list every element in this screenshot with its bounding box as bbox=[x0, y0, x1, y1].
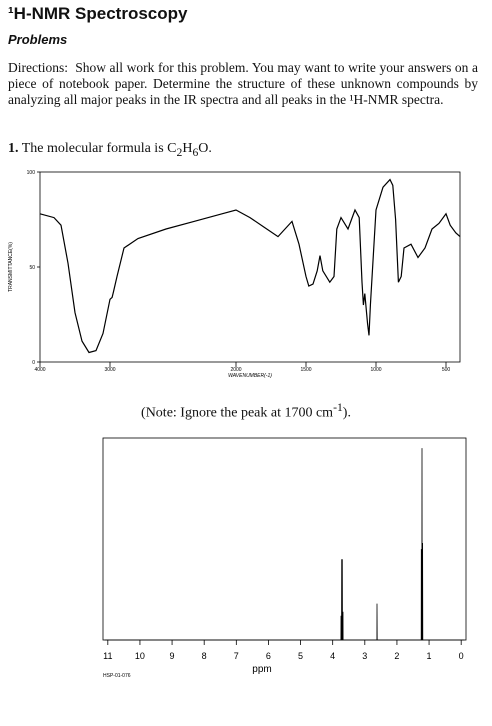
note-text: (Note: Ignore the peak at 1700 cm bbox=[141, 405, 334, 421]
formula: C2H6O. bbox=[167, 141, 212, 159]
formula-part: O. bbox=[198, 141, 212, 156]
x-tick-label: 2000 bbox=[230, 367, 241, 373]
x-axis-label: WAVENUMBER(-1) bbox=[228, 373, 272, 379]
x-tick-label: 500 bbox=[442, 367, 451, 373]
x-tick-label: 4 bbox=[330, 651, 335, 661]
x-axis-label: ppm bbox=[252, 664, 271, 675]
x-tick-label: 3000 bbox=[104, 367, 115, 373]
x-tick-label: 10 bbox=[135, 651, 145, 661]
plot-frame bbox=[102, 437, 467, 641]
y-tick-label: 0 bbox=[32, 360, 35, 366]
x-tick-label: 4000 bbox=[34, 367, 45, 373]
problem: 1. The molecular formula is C2H6O. bbox=[8, 141, 212, 159]
x-tick-label: 1000 bbox=[370, 367, 381, 373]
formula-part: C bbox=[167, 141, 177, 156]
formula-part: 2 bbox=[176, 145, 183, 159]
x-tick-label: 1500 bbox=[300, 367, 311, 373]
x-tick-label: 2 bbox=[394, 651, 399, 661]
directions-label: Directions: bbox=[8, 60, 68, 75]
x-tick-label: 5 bbox=[298, 651, 303, 661]
y-tick-label: 100 bbox=[27, 170, 36, 176]
note: (Note: Ignore the peak at 1700 cm-1). bbox=[0, 401, 492, 422]
x-tick-label: 8 bbox=[202, 651, 207, 661]
formula-part: H bbox=[182, 141, 193, 156]
note-end: ). bbox=[342, 405, 351, 421]
spectrum-line bbox=[39, 178, 461, 354]
x-tick-label: 6 bbox=[266, 651, 271, 661]
spectrum-line bbox=[104, 448, 465, 641]
directions: Directions: Show all work for this probl… bbox=[8, 60, 478, 108]
directions-text: Show all work for this problem. You may … bbox=[8, 60, 479, 107]
x-tick-label: 1 bbox=[427, 651, 432, 661]
problem-number: 1. bbox=[8, 141, 19, 156]
y-tick-label: 50 bbox=[29, 265, 35, 271]
problem-text: The molecular formula is bbox=[21, 141, 164, 156]
x-tick-label: 9 bbox=[170, 651, 175, 661]
x-tick-label: 7 bbox=[234, 651, 239, 661]
formula-part: 6 bbox=[192, 145, 199, 159]
section-title: Problems bbox=[8, 32, 68, 47]
page-title: ¹H-NMR Spectroscopy bbox=[8, 4, 188, 23]
note-sup: -1 bbox=[333, 401, 343, 414]
x-tick-label: 3 bbox=[362, 651, 367, 661]
x-tick-label: 11 bbox=[103, 651, 112, 661]
x-tick-label: 0 bbox=[459, 651, 464, 661]
spectrum-id: HSP-01-076 bbox=[103, 673, 131, 679]
y-axis-label: TRANSMITTANCE(%) bbox=[8, 242, 14, 292]
